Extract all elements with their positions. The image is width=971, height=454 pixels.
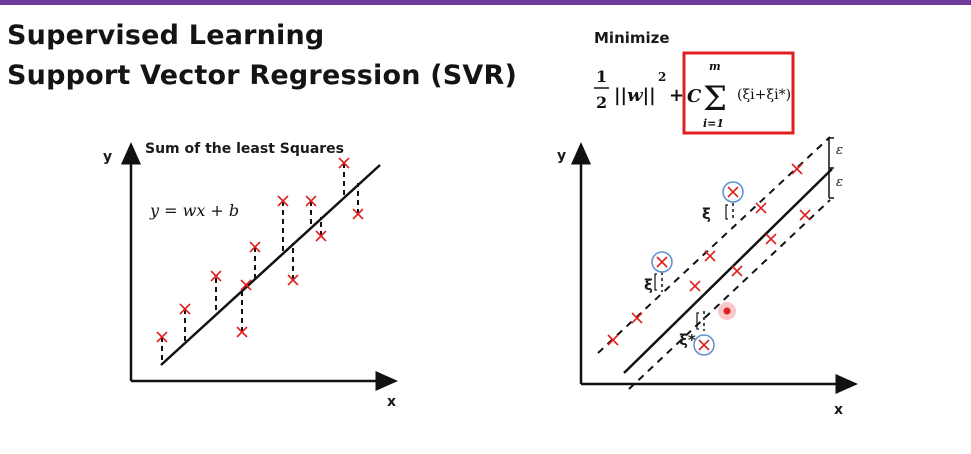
epsilon-brackets: [828, 137, 834, 199]
cross-icon: [277, 195, 289, 207]
objective-half-num: 1: [596, 67, 607, 86]
minimize-heading: Minimize: [594, 29, 670, 47]
cross-icon: [315, 230, 327, 242]
circle-icon: [722, 181, 744, 203]
cross-icon: [240, 279, 252, 291]
pointer-dot: [723, 307, 731, 315]
cross-icon: [287, 274, 299, 286]
cross-icon: [698, 339, 710, 351]
slide-title-line1: Supervised Learning: [7, 20, 325, 51]
cross-icon: [656, 256, 668, 268]
objective-C: C: [687, 86, 702, 107]
lower-epsilon-boundary: [628, 199, 831, 390]
cross-icon: [755, 202, 767, 214]
regression-line: [160, 164, 381, 366]
objective-plus: +: [669, 85, 684, 106]
objective-sum-lower: i=1: [703, 117, 724, 130]
objective-formula: 1 2 ||w|| 2 + C Σ m i=1 (ξi+ξi*): [594, 51, 795, 135]
objective-exponent: 2: [658, 70, 666, 84]
right-data-points: [607, 163, 811, 351]
slack-distances: [661, 203, 734, 331]
objective-sum-upper: m: [709, 60, 721, 73]
cross-icon: [704, 250, 716, 262]
left-x-label: x: [387, 394, 396, 410]
slack-label-2: ξ: [644, 276, 653, 294]
objective-half-den: 2: [596, 93, 607, 112]
epsilon-upper-label: ε: [836, 143, 843, 158]
left-y-label: y: [103, 149, 112, 165]
cross-icon: [689, 280, 701, 292]
upper-epsilon-boundary: [597, 136, 831, 354]
cross-icon: [352, 208, 364, 220]
cross-icon: [156, 331, 168, 343]
cross-icon: [631, 312, 643, 324]
svr-hyperplane: [623, 168, 833, 374]
slack-term-highlight-box: [682, 51, 795, 135]
cross-icon: [179, 303, 191, 315]
left-plot-heading: Sum of the least Squares: [145, 141, 344, 157]
top-accent-bar: [0, 0, 971, 5]
cross-icon: [305, 195, 317, 207]
objective-slack-term: (ξi+ξi*): [737, 87, 791, 103]
slack-label-3: ξ*: [679, 331, 696, 349]
circle-icon: [651, 251, 673, 273]
slack-label-1: ξ: [702, 205, 711, 223]
cross-icon: [727, 186, 739, 198]
cross-icon: [249, 241, 261, 253]
right-x-label: x: [834, 402, 843, 418]
cross-icon: [731, 265, 743, 277]
cross-icon: [765, 233, 777, 245]
cross-icon: [799, 209, 811, 221]
objective-sum-symbol: Σ: [703, 79, 727, 119]
epsilon-lower-label: ε: [836, 175, 843, 190]
residual-lines: [161, 163, 359, 363]
cross-icon: [210, 270, 222, 282]
circle-icon: [693, 334, 715, 356]
cross-icon: [236, 326, 248, 338]
right-y-label: y: [557, 148, 566, 164]
right-plot: Minimize 1 2 ||w|| 2 + C Σ m i=1 (ξi+ξi*…: [557, 29, 858, 418]
cross-icon: [791, 163, 803, 175]
objective-norm: ||w||: [614, 85, 656, 106]
support-vector-circles: [651, 181, 744, 356]
left-data-points: [156, 157, 364, 343]
regression-equation: y = wx + b: [149, 201, 239, 220]
left-plot: y x Sum of the least Squares y = wx + b: [103, 141, 398, 410]
cross-icon: [338, 157, 350, 169]
cross-icon: [607, 334, 619, 346]
slack-brackets: [654, 204, 728, 330]
slide-title-line2: Support Vector Regression (SVR): [7, 60, 518, 91]
